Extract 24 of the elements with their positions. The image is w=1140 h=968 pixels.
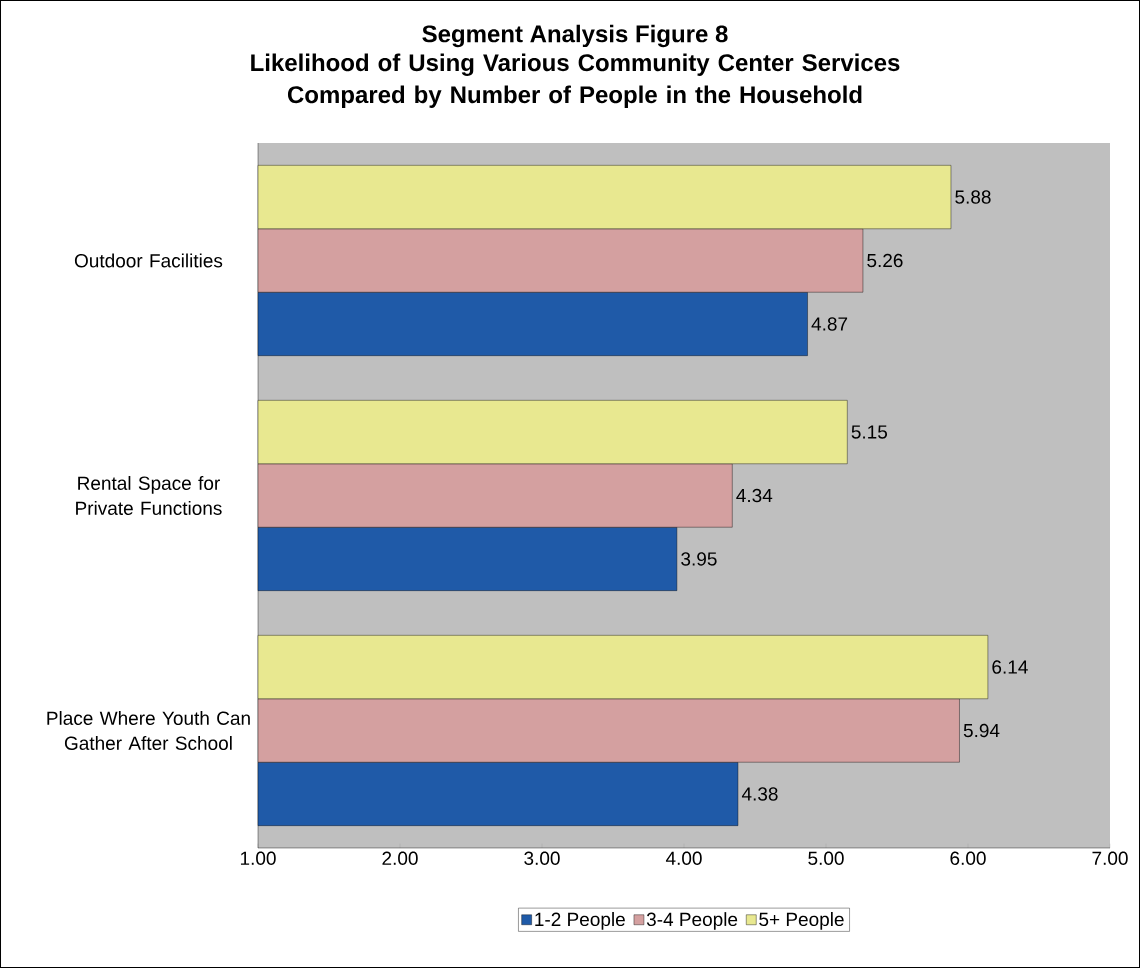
legend-label: 5+ People xyxy=(759,912,844,930)
data-label: 5.26 xyxy=(867,253,903,268)
data-label: 5.94 xyxy=(963,723,1000,738)
x-tick-label: 7.00 xyxy=(1092,851,1128,865)
data-label: 5.88 xyxy=(955,190,991,204)
data-label: 5.15 xyxy=(851,425,888,439)
x-tick-label: 2.00 xyxy=(382,851,418,865)
x-tick-label: 1.00 xyxy=(240,851,276,865)
y-tick-label: Outdoor Facilities xyxy=(74,253,223,268)
legend-label: 3-4 People xyxy=(646,912,738,930)
y-tick-label: Place Where Youth Can Gather After School xyxy=(47,711,250,750)
data-label: 3.95 xyxy=(681,552,717,566)
y-tick-label: Rental Space for Private Functions xyxy=(76,476,222,515)
data-label: 4.34 xyxy=(736,488,773,503)
chart-subtitle: Likelihood of Using Various Community Center Services Compared by Number of People in the Household xyxy=(251,53,900,108)
x-tick-label: 6.00 xyxy=(950,851,986,865)
data-label: 4.38 xyxy=(741,787,778,801)
x-tick-label: 4.00 xyxy=(665,851,702,865)
data-label: 6.14 xyxy=(992,660,1028,674)
data-label: 4.87 xyxy=(811,317,848,331)
legend-label: 1-2 People xyxy=(535,912,625,930)
x-tick-label: 5.00 xyxy=(808,851,844,865)
chart-title: Segment Analysis Figure 8 xyxy=(422,24,728,48)
x-tick-label: 3.00 xyxy=(524,851,560,865)
